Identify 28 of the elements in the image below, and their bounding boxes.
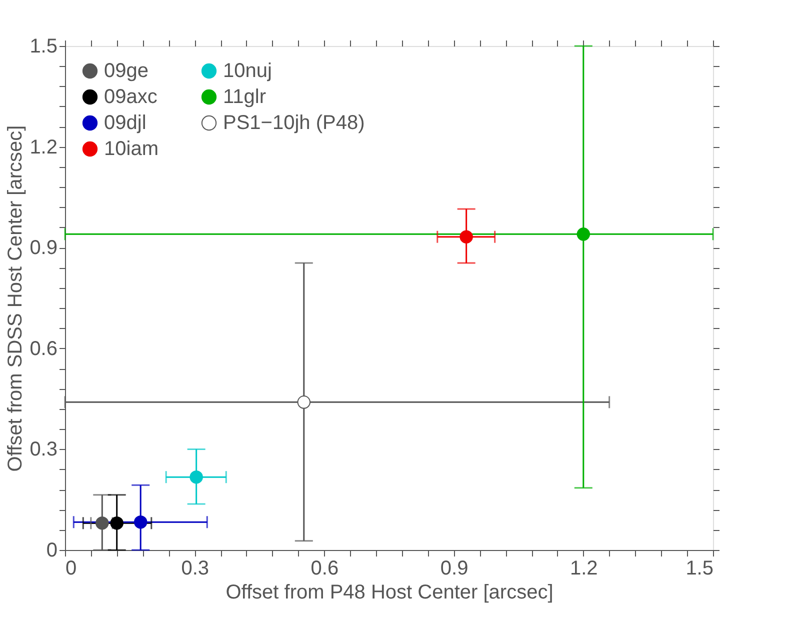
y-tick-label: 1.2 [30, 136, 58, 158]
legend-label: PS1−10jh (P48) [223, 112, 365, 134]
x-tick-label: 1.5 [686, 558, 714, 580]
x-tick-label: 0.6 [310, 558, 339, 580]
point [96, 516, 109, 530]
legend-label: 09djl [104, 112, 146, 134]
legend-label: 10nuj [223, 60, 272, 82]
point [297, 396, 311, 409]
x-tick-label: 0 [66, 558, 77, 580]
legend-label: 10iam [104, 138, 158, 160]
point [110, 516, 124, 530]
y-tick-label: 0.6 [30, 338, 58, 360]
x-tick-label: 1.2 [570, 558, 598, 580]
y-axis-title: Offset from SDSS Host Center [arcsec] [4, 125, 27, 472]
x-axis-title: Offset from P48 Host Center [arcsec] [226, 582, 554, 604]
point [460, 230, 473, 244]
legend-label: 09axc [104, 86, 158, 108]
y-tick-label: 0 [46, 540, 58, 562]
y-tick-label: 0.3 [30, 438, 58, 461]
legend-label: 09ge [104, 60, 148, 82]
point [190, 470, 203, 484]
y-tick-label: 1.5 [30, 36, 58, 58]
point [134, 516, 148, 529]
legend-label: 11glr [223, 86, 266, 108]
point [576, 228, 590, 241]
y-tick-label: 0.9 [30, 237, 58, 260]
x-tick-label: 0.3 [181, 558, 210, 580]
x-tick-label: 0.9 [440, 558, 468, 580]
